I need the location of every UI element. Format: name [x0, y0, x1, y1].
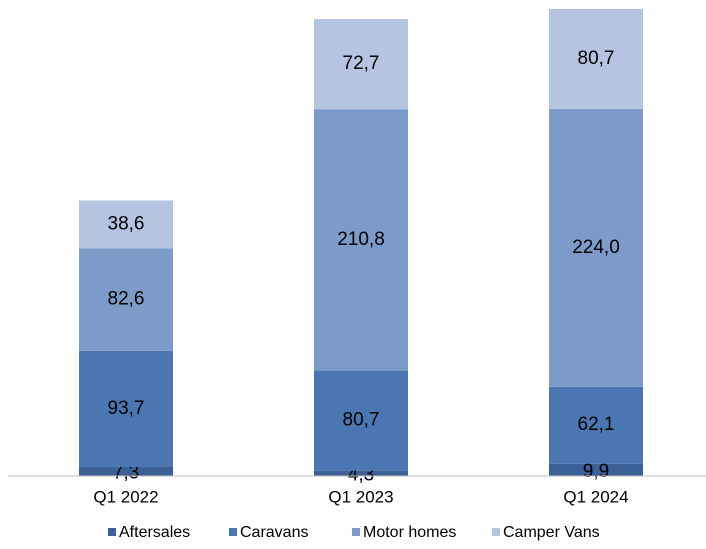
data-label: 7,3	[113, 462, 139, 483]
bar-segment	[79, 200, 173, 249]
bar-segment	[549, 386, 643, 464]
data-label: 62,1	[578, 414, 615, 435]
legend-swatch	[352, 528, 360, 536]
x-tick-label: Q1 2024	[563, 487, 628, 506]
data-label: 93,7	[108, 398, 145, 419]
data-label: 210,8	[337, 229, 385, 250]
legend-swatch	[108, 528, 116, 536]
legend-label: Motor homes	[363, 524, 456, 541]
bar-segment	[549, 108, 643, 387]
x-tick-label: Q1 2023	[328, 487, 393, 506]
data-label: 80,7	[578, 48, 615, 69]
legend-swatch	[229, 528, 237, 536]
data-label: 224,0	[572, 237, 620, 258]
bar-segment	[314, 109, 408, 371]
bar-segment	[314, 19, 408, 110]
legend-label: Aftersales	[119, 524, 190, 541]
bar-segment	[79, 248, 173, 351]
bar-segment	[549, 463, 643, 476]
data-label: 80,7	[343, 410, 380, 431]
bar-segment	[549, 8, 643, 109]
legend-label: Camper Vans	[503, 524, 600, 541]
data-label: 9,9	[583, 461, 609, 482]
bar-segment	[79, 466, 173, 476]
bar-segment	[314, 370, 408, 471]
data-label: 72,7	[343, 53, 380, 74]
data-label: 38,6	[108, 213, 145, 234]
x-tick-label: Q1 2022	[93, 487, 158, 506]
legend-swatch	[492, 528, 500, 536]
bar-segment	[314, 470, 408, 476]
bar-segment	[79, 350, 173, 467]
legend-label: Caravans	[240, 524, 308, 541]
data-label: 82,6	[108, 289, 145, 310]
